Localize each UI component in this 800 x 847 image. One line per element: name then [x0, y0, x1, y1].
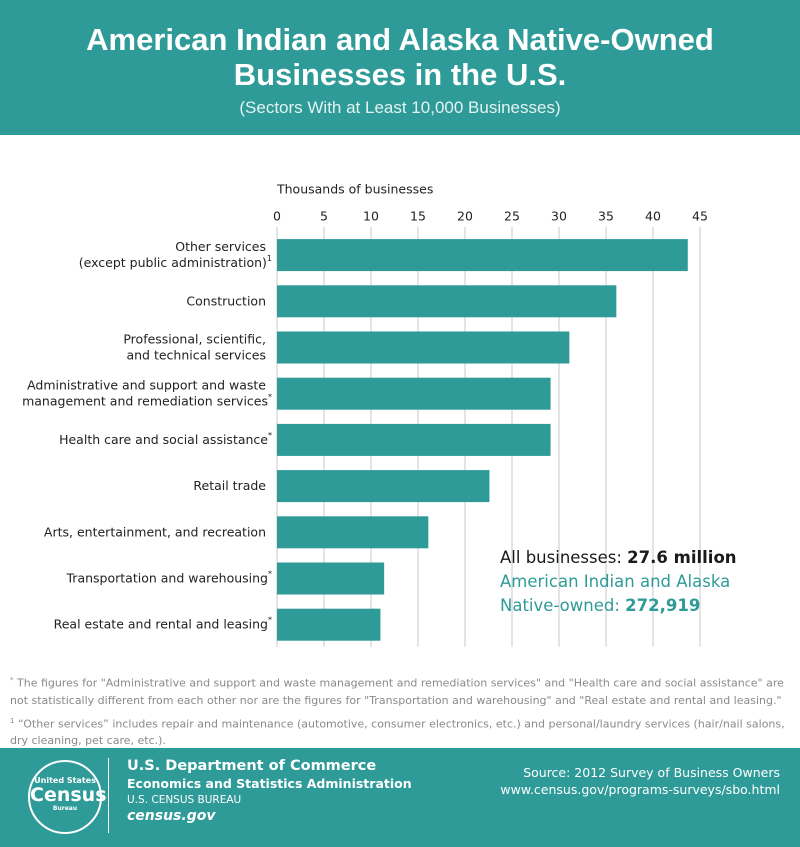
- website: census.gov: [127, 808, 216, 824]
- department-name: U.S. Department of Commerce: [127, 758, 377, 774]
- y-tick-label-line: Arts, entertainment, and recreation: [44, 524, 266, 539]
- y-tick-label: Real estate and rental and leasing*: [54, 615, 272, 631]
- y-tick-label: Construction: [186, 293, 266, 308]
- logo-text: United States: [34, 776, 96, 785]
- y-tick-label: Transportation and warehousing*: [66, 569, 273, 585]
- y-tick-label: Retail trade: [193, 478, 266, 493]
- logo-text: Census: [30, 784, 107, 806]
- footnote-marker: 1: [10, 716, 15, 725]
- footnotes: * The figures for "Administrative and su…: [10, 672, 795, 753]
- y-tick-label: (except public administration)1: [79, 254, 272, 270]
- note-marker: *: [268, 615, 272, 624]
- y-tick-label: Arts, entertainment, and recreation: [44, 524, 266, 539]
- source-text: Source: 2012 Survey of Business Owners: [523, 765, 780, 780]
- bar: [277, 516, 429, 549]
- bar: [277, 608, 381, 641]
- footnote-text: The figures for "Administrative and supp…: [10, 676, 784, 707]
- x-tick-label: 25: [504, 209, 520, 224]
- y-tick-label-line: (except public administration): [79, 255, 267, 270]
- administration: Economics and Statistics Administration: [127, 776, 412, 791]
- bar: [277, 239, 688, 272]
- bar: [277, 331, 570, 364]
- department: U.S. Department of Commerce Economics an…: [108, 758, 412, 833]
- y-tick-label-line: and technical services: [126, 347, 266, 362]
- footnote: * The figures for "Administrative and su…: [10, 672, 795, 709]
- logo: United States Census Bureau: [28, 760, 107, 834]
- note-marker: *: [268, 392, 272, 401]
- annotation-value: 272,919: [625, 596, 701, 615]
- y-tick-label-line: Administrative and support and waste: [27, 377, 266, 392]
- y-tick-label: Administrative and support and waste: [27, 377, 266, 392]
- bureau: U.S. CENSUS BUREAU: [127, 794, 242, 806]
- x-tick-label: 15: [410, 209, 426, 224]
- chart-subtitle: (Sectors With at Least 10,000 Businesses…: [239, 98, 561, 117]
- x-tick-label: 10: [363, 209, 379, 224]
- y-tick-label-line: Transportation and warehousing: [66, 570, 269, 585]
- x-tick-label: 20: [457, 209, 473, 224]
- bar: [277, 377, 551, 410]
- note-marker: 1: [267, 254, 272, 263]
- y-tick-label-line: Real estate and rental and leasing: [54, 616, 268, 631]
- footnote-text: “Other services” includes repair and mai…: [10, 717, 785, 748]
- x-tick-label: 30: [551, 209, 567, 224]
- x-tick-label: 45: [692, 209, 708, 224]
- source-url: www.census.gov/programs-surveys/sbo.html: [500, 782, 780, 797]
- x-tick-label: 0: [273, 209, 281, 224]
- y-tick-label-line: Other services: [175, 239, 266, 254]
- note-marker: *: [268, 569, 272, 578]
- y-tick-label: management and remediation services*: [22, 392, 272, 408]
- bar: [277, 470, 490, 503]
- y-tick-label-line: Health care and social assistance: [59, 431, 268, 446]
- annotation: All businesses: 27.6 million American In…: [500, 546, 740, 618]
- header: American Indian and Alaska Native-Owned …: [0, 0, 800, 135]
- note-marker: *: [268, 430, 272, 439]
- bar: [277, 285, 617, 318]
- annotation-label: American Indian and Alaska Native-owned:: [500, 572, 731, 615]
- y-tick-label-line: management and remediation services: [22, 393, 268, 408]
- y-tick-label: Professional, scientific,: [123, 331, 266, 346]
- footnote-marker: *: [10, 676, 14, 684]
- annotation-label: All businesses:: [500, 548, 622, 567]
- y-tick-label: Other services: [175, 239, 266, 254]
- chart: Thousands of businesses 0 5 10 15 20 25 30 35 40…: [22, 182, 708, 647]
- logo-text: Bureau: [52, 805, 78, 812]
- bar: [277, 423, 551, 456]
- x-tick-label: 35: [598, 209, 614, 224]
- x-axis-title: Thousands of businesses: [276, 182, 433, 197]
- footer: United States Census Bureau U.S. Departm…: [0, 748, 800, 847]
- source: Source: 2012 Survey of Business Owners w…: [500, 764, 780, 798]
- y-tick-label: and technical services: [126, 347, 266, 362]
- bar: [277, 562, 385, 595]
- y-tick-label-line: Retail trade: [193, 478, 266, 493]
- footnote: 1 “Other services” includes repair and m…: [10, 713, 795, 750]
- annotation-value: 27.6 million: [627, 548, 737, 567]
- x-tick-label: 5: [320, 209, 328, 224]
- y-tick-label-line: Construction: [186, 293, 266, 308]
- x-tick-label: 40: [645, 209, 661, 224]
- y-tick-label-line: Professional, scientific,: [123, 331, 266, 346]
- y-tick-label: Health care and social assistance*: [59, 430, 272, 446]
- chart-title: American Indian and Alaska Native-Owned …: [86, 22, 714, 92]
